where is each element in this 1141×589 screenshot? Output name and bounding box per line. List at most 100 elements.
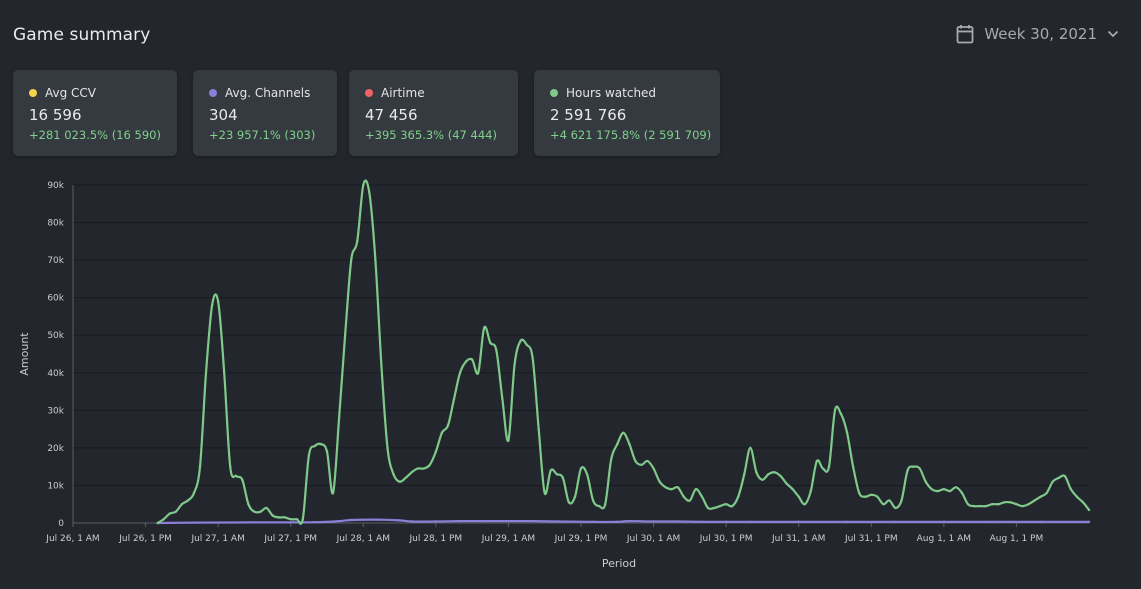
data-point <box>912 465 915 468</box>
data-point <box>464 360 468 363</box>
x-tick-label: Jul 30, 1 PM <box>699 534 753 544</box>
data-point <box>1033 499 1036 502</box>
data-point <box>410 471 413 474</box>
data-point <box>706 506 710 510</box>
data-point <box>894 520 897 524</box>
card-value: 2 591 766 <box>550 106 627 124</box>
data-point <box>507 519 510 523</box>
data-point <box>833 409 837 412</box>
data-point <box>972 504 976 508</box>
data-point <box>192 521 196 524</box>
data-point <box>501 397 504 401</box>
data-point <box>694 488 698 491</box>
data-point <box>271 514 274 517</box>
data-point <box>936 489 940 493</box>
data-point <box>561 476 565 480</box>
data-point <box>924 480 927 483</box>
data-point <box>470 358 474 361</box>
data-point <box>483 519 486 523</box>
data-point <box>676 486 679 489</box>
data-point <box>803 503 806 506</box>
data-point <box>458 519 462 523</box>
data-point <box>954 486 958 489</box>
card-value: 16 596 <box>29 106 82 124</box>
data-point <box>1009 501 1012 504</box>
data-point <box>156 521 159 525</box>
data-point <box>368 191 371 194</box>
data-point <box>235 474 238 478</box>
data-point <box>597 504 601 508</box>
data-point <box>688 499 692 502</box>
y-tick-label: 30k <box>47 406 64 416</box>
data-point <box>682 495 686 498</box>
data-point <box>864 495 867 498</box>
data-point <box>918 467 921 470</box>
data-point <box>1039 520 1042 524</box>
y-tick-label: 40k <box>47 369 64 379</box>
data-point <box>174 510 178 513</box>
data-point <box>180 503 184 506</box>
data-point <box>749 446 752 450</box>
data-point <box>646 459 649 463</box>
data-point <box>573 495 577 498</box>
data-point <box>1081 501 1085 504</box>
data-point <box>761 478 764 482</box>
y-tick-label: 80k <box>47 219 64 229</box>
data-point <box>1021 504 1024 508</box>
data-point <box>591 499 595 502</box>
data-point <box>1027 503 1030 506</box>
data-point <box>331 491 335 495</box>
legend-dot <box>29 89 37 97</box>
data-point <box>724 520 728 524</box>
data-point <box>356 240 359 243</box>
card-value: 304 <box>209 106 238 124</box>
y-tick-label: 0 <box>58 519 64 529</box>
data-point <box>349 518 353 522</box>
y-tick-label: 50k <box>47 331 64 341</box>
data-point <box>585 472 589 476</box>
data-point <box>313 444 317 448</box>
x-tick-label: Jul 27, 1 PM <box>263 534 317 544</box>
x-tick-label: Jul 29, 1 PM <box>554 534 608 544</box>
data-point <box>888 499 891 502</box>
data-point <box>676 520 679 523</box>
card-avg-channels: Avg. Channels 304 +23 957.1% (303) <box>193 70 337 156</box>
x-tick-label: Jul 28, 1 PM <box>409 534 463 544</box>
data-point <box>876 495 879 498</box>
data-point <box>259 510 262 513</box>
data-point <box>700 495 704 498</box>
data-point <box>434 520 438 523</box>
calendar-icon <box>956 24 974 44</box>
data-point <box>845 431 849 435</box>
data-point <box>755 471 758 474</box>
data-point <box>525 343 528 346</box>
data-point <box>966 503 970 506</box>
data-point <box>428 463 432 466</box>
data-point <box>894 506 897 510</box>
data-point <box>700 520 704 524</box>
card-avg-ccv: Avg CCV 16 596 +281 023.5% (16 590) <box>13 70 177 156</box>
y-tick-label: 20k <box>47 444 64 454</box>
data-point <box>815 459 819 463</box>
data-point <box>204 371 208 374</box>
card-label: Avg. Channels <box>225 86 311 100</box>
data-point <box>325 450 329 453</box>
week-picker[interactable]: Week 30, 2021 <box>956 24 1119 44</box>
x-tick-label: Jul 27, 1 AM <box>190 534 244 544</box>
data-point <box>374 258 377 262</box>
data-point <box>930 488 933 491</box>
data-point <box>591 520 595 524</box>
x-tick-label: Jul 31, 1 AM <box>771 534 825 544</box>
card-airtime: Airtime 47 456 +395 365.3% (47 444) <box>349 70 518 156</box>
data-point <box>289 518 292 521</box>
data-point <box>664 486 667 489</box>
y-tick-label: 90k <box>47 181 64 191</box>
data-point <box>652 467 655 470</box>
data-point <box>882 503 885 506</box>
data-point <box>773 471 776 474</box>
data-point <box>452 397 456 401</box>
data-point <box>1075 495 1079 498</box>
data-point <box>827 465 831 468</box>
data-point <box>537 427 540 431</box>
data-point <box>603 503 607 506</box>
